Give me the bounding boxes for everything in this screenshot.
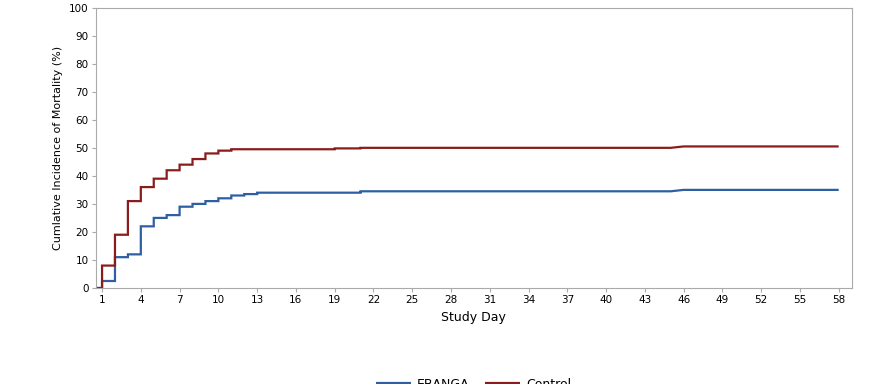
EBANGA xyxy=(109,279,120,283)
Control xyxy=(329,146,340,151)
Control xyxy=(679,144,689,149)
EBANGA xyxy=(329,190,340,195)
EBANGA xyxy=(84,286,95,290)
Control xyxy=(666,146,676,150)
EBANGA xyxy=(226,193,236,198)
EBANGA xyxy=(96,279,107,283)
EBANGA xyxy=(239,192,249,196)
Control xyxy=(368,146,379,150)
EBANGA xyxy=(200,199,210,204)
EBANGA xyxy=(188,202,198,206)
EBANGA xyxy=(666,189,676,194)
EBANGA xyxy=(175,204,185,209)
EBANGA xyxy=(200,202,210,206)
Line: Control: Control xyxy=(90,146,839,288)
EBANGA xyxy=(666,189,676,194)
Control xyxy=(149,185,159,189)
EBANGA xyxy=(123,255,133,260)
Line: EBANGA: EBANGA xyxy=(90,190,839,288)
Control xyxy=(149,176,159,181)
Control xyxy=(109,263,120,268)
EBANGA xyxy=(355,189,366,194)
Control xyxy=(355,146,366,151)
Control xyxy=(226,147,236,152)
Legend: EBANGA, Control: EBANGA, Control xyxy=(371,373,576,384)
Control xyxy=(162,176,172,181)
Control xyxy=(329,147,340,152)
Control xyxy=(123,232,133,237)
Control xyxy=(175,168,185,172)
Control xyxy=(96,286,107,290)
Control xyxy=(213,148,223,153)
Control xyxy=(84,286,95,290)
Control xyxy=(226,148,236,153)
Control xyxy=(342,146,353,151)
EBANGA xyxy=(123,252,133,257)
EBANGA xyxy=(679,188,689,192)
EBANGA xyxy=(226,196,236,200)
EBANGA xyxy=(368,189,379,194)
EBANGA xyxy=(96,286,107,290)
Control xyxy=(342,146,353,151)
Control xyxy=(162,168,172,172)
EBANGA xyxy=(833,188,844,192)
Control xyxy=(136,185,146,189)
EBANGA xyxy=(252,192,262,196)
EBANGA xyxy=(109,255,120,260)
Control xyxy=(200,151,210,156)
Y-axis label: Cumlative Incidence of Mortality (%): Cumlative Incidence of Mortality (%) xyxy=(54,46,63,250)
Control xyxy=(666,146,676,150)
EBANGA xyxy=(368,189,379,194)
EBANGA xyxy=(679,188,689,192)
Control xyxy=(123,199,133,204)
Control xyxy=(136,199,146,204)
Control xyxy=(355,146,366,150)
EBANGA xyxy=(213,199,223,204)
Control xyxy=(679,144,689,149)
EBANGA xyxy=(213,196,223,200)
Control xyxy=(188,157,198,161)
EBANGA xyxy=(239,193,249,198)
EBANGA xyxy=(162,216,172,220)
Control xyxy=(96,263,107,268)
Control xyxy=(833,144,844,149)
EBANGA xyxy=(136,252,146,257)
EBANGA xyxy=(252,190,262,195)
Control xyxy=(175,162,185,167)
Control xyxy=(213,151,223,156)
Control xyxy=(252,147,262,152)
EBANGA xyxy=(188,204,198,209)
EBANGA xyxy=(149,224,159,228)
Control xyxy=(200,157,210,161)
EBANGA xyxy=(355,190,366,195)
EBANGA xyxy=(162,213,172,217)
X-axis label: Study Day: Study Day xyxy=(441,311,506,323)
Control xyxy=(109,232,120,237)
EBANGA xyxy=(329,190,340,195)
EBANGA xyxy=(149,216,159,220)
EBANGA xyxy=(136,224,146,228)
EBANGA xyxy=(175,213,185,217)
Control xyxy=(252,147,262,152)
Control xyxy=(368,146,379,150)
Control xyxy=(188,162,198,167)
